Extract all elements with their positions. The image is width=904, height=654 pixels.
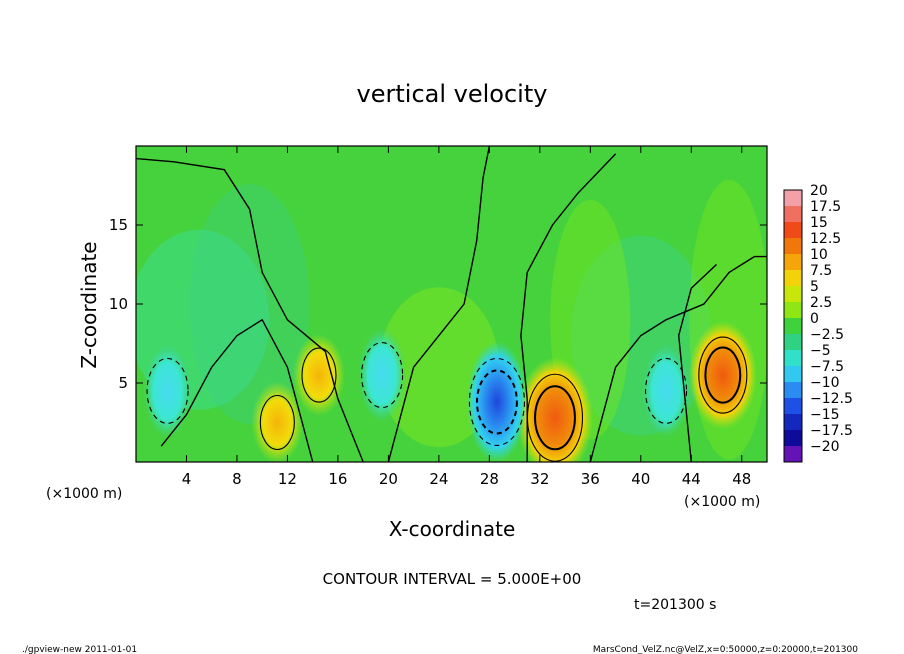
x-tick-label: 32	[530, 470, 549, 488]
x-tick-label: 12	[278, 470, 297, 488]
colorbar-label: 2.5	[810, 295, 832, 311]
zero-contour	[677, 263, 717, 462]
x-unit-left: (×1000 m)	[46, 486, 122, 502]
colorbar-label: 12.5	[810, 231, 841, 247]
zero-contour	[387, 146, 491, 462]
downdraft-cell	[642, 343, 691, 439]
colorbar-swatch	[784, 318, 802, 335]
contour-ring	[146, 357, 189, 424]
zero-contour	[589, 255, 767, 462]
x-axis: 4 8 12 16 20 24 28 32 36 40 44 48	[182, 146, 751, 488]
colorbar-swatch	[784, 238, 802, 255]
colorbar-swatch	[784, 446, 802, 463]
y-axis-label: Z-coordinate	[77, 241, 101, 368]
x-tick-label: 36	[581, 470, 600, 488]
x-unit-right: (×1000 m)	[684, 494, 760, 510]
colorbar-swatch	[784, 382, 802, 399]
chart-title: vertical velocity	[357, 80, 548, 108]
zero-contour	[520, 153, 617, 462]
colorbar-label: 5	[810, 279, 819, 295]
colorbar-swatch	[784, 350, 802, 367]
y-tick-label: 5	[118, 374, 128, 392]
colorbar-swatch	[784, 222, 802, 239]
x-tick-label: 4	[182, 470, 192, 488]
updraft-cell	[251, 381, 304, 462]
colorbar-swatch	[784, 206, 802, 223]
contour-ring	[704, 346, 742, 404]
colorbar-label: −2.5	[810, 327, 844, 343]
x-tick-label: 28	[480, 470, 499, 488]
time-label: t=201300 s	[634, 597, 716, 613]
contour-ring	[644, 357, 688, 424]
zero-contour	[136, 157, 364, 462]
x-tick-label: 40	[631, 470, 650, 488]
colorbar-swatch	[784, 414, 802, 431]
colorbar: 2017.51512.5107.552.50−2.5−5−7.5−10−12.5…	[783, 183, 853, 463]
colorbar-swatch	[784, 398, 802, 415]
y-axis: 5 10 15	[109, 216, 767, 392]
colorbar-label: 7.5	[810, 263, 832, 279]
colorbar-label: 0	[810, 311, 819, 327]
colorbar-label: −17.5	[810, 423, 853, 439]
x-tick-label: 48	[732, 470, 751, 488]
footer-right: MarsCond_VelZ.nc@VelZ,x=0:50000,z=0:2000…	[593, 645, 858, 654]
contour-interval: CONTOUR INTERVAL = 5.000E+00	[323, 570, 582, 588]
contour-ring	[468, 357, 525, 447]
zero-contour	[160, 318, 314, 462]
colorbar-swatch	[784, 270, 802, 287]
contour-ring	[698, 336, 748, 414]
colorbar-label: −15	[810, 407, 840, 423]
colorbar-label: −5	[810, 343, 831, 359]
footer-left: ./gpview-new 2011-01-01	[22, 645, 137, 654]
colorbar-swatch	[784, 286, 802, 303]
colorbar-label: 17.5	[810, 199, 841, 215]
updraft-cell	[516, 357, 593, 462]
colorbar-swatch	[784, 302, 802, 319]
x-axis-label: X-coordinate	[389, 517, 516, 541]
downdraft-cell	[358, 327, 407, 423]
colorbar-swatch	[784, 254, 802, 271]
x-tick-label: 24	[429, 470, 448, 488]
colorbar-swatch	[784, 366, 802, 383]
colorbar-swatch	[784, 430, 802, 447]
x-tick-label: 8	[232, 470, 242, 488]
contour-ring	[361, 342, 404, 409]
contour-lines	[136, 146, 767, 462]
colorbar-label: 10	[810, 247, 828, 263]
contour-ring	[259, 394, 295, 451]
x-tick-label: 20	[379, 470, 398, 488]
colorbar-label: −10	[810, 375, 840, 391]
y-tick-label: 10	[109, 295, 128, 313]
contour-ring	[301, 347, 337, 403]
colorbar-swatch	[784, 334, 802, 351]
y-tick-label: 15	[109, 216, 128, 234]
contour-ring	[534, 385, 576, 451]
downdraft-cell	[143, 343, 192, 439]
updraft-cell	[292, 334, 345, 417]
x-tick-label: 16	[328, 470, 347, 488]
downdraft-cell	[466, 341, 528, 462]
field-band	[189, 184, 310, 424]
colorbar-frame	[783, 189, 803, 463]
x-tick-label: 44	[682, 470, 701, 488]
colorbar-label: −12.5	[810, 391, 853, 407]
colorbar-label: −7.5	[810, 359, 844, 375]
colorbar-swatch	[784, 190, 802, 207]
colorbar-label: 20	[810, 183, 828, 199]
contour-ring	[475, 369, 518, 435]
colorbar-label: −20	[810, 439, 840, 455]
colorbar-label: 15	[810, 215, 828, 231]
